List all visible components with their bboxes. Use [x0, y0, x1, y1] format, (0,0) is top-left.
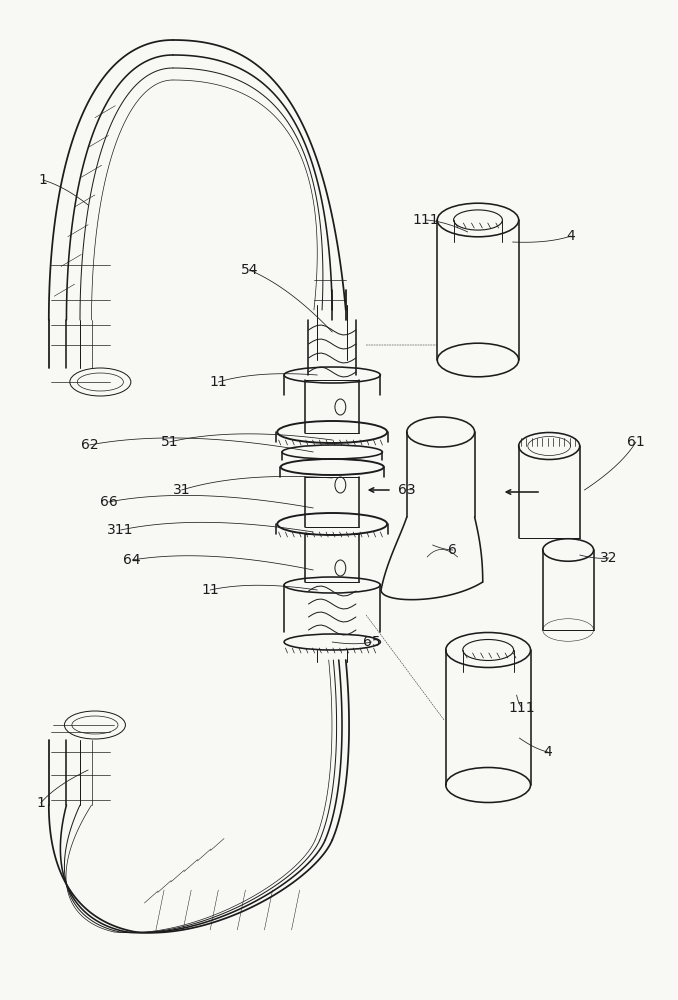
Text: 1: 1 — [38, 173, 47, 187]
Text: 66: 66 — [100, 495, 117, 509]
Text: 11: 11 — [201, 583, 219, 597]
Text: 31: 31 — [173, 483, 191, 497]
Text: 111: 111 — [508, 701, 536, 715]
Text: 54: 54 — [241, 263, 258, 277]
Text: 64: 64 — [123, 553, 141, 567]
Text: 4: 4 — [544, 745, 552, 759]
Text: 6: 6 — [448, 543, 458, 557]
Text: 63: 63 — [398, 483, 416, 497]
Text: 62: 62 — [81, 438, 98, 452]
Text: 61: 61 — [627, 435, 645, 449]
Text: 65: 65 — [363, 635, 380, 649]
Text: 32: 32 — [600, 551, 618, 565]
Text: 111: 111 — [412, 213, 439, 227]
Text: 1: 1 — [36, 796, 45, 810]
Text: 51: 51 — [161, 435, 178, 449]
Text: 311: 311 — [107, 523, 134, 537]
Text: 4: 4 — [567, 229, 575, 243]
Text: 11: 11 — [210, 375, 227, 389]
